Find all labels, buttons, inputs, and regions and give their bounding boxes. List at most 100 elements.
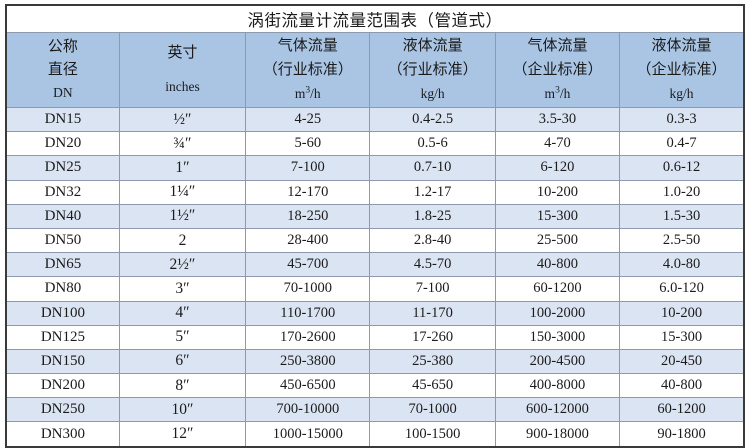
column-header-liquid-flow-enterprise: 液体流量 （企业标准） kg/h xyxy=(619,32,745,108)
header-line-2: （企业标准） xyxy=(512,62,603,79)
table-row: DN125 5″ 170-2600 17-260 150-3000 15-300 xyxy=(5,324,745,350)
header-line-2: （行业标准） xyxy=(262,62,353,79)
cell-gas-industry: 4-25 xyxy=(245,106,371,133)
cell-dn: DN32 xyxy=(5,179,120,205)
cell-liquid-enterprise: 60-1200 xyxy=(619,397,745,423)
cell-gas-industry: 5-60 xyxy=(245,131,371,157)
cell-liquid-industry: 0.4-2.5 xyxy=(369,106,496,133)
cell-inch: ¾″ xyxy=(118,131,247,157)
header-unit: m3/h xyxy=(294,85,321,101)
table-row: DN150 6″ 250-3800 25-380 200-4500 20-450 xyxy=(5,348,745,375)
cell-liquid-enterprise: 40-800 xyxy=(619,373,745,399)
column-header-inches: 英寸 inches xyxy=(118,32,247,108)
cell-gas-enterprise: 25-500 xyxy=(494,227,621,254)
header-unit: m3/h xyxy=(544,85,571,101)
cell-gas-enterprise: 40-800 xyxy=(494,252,621,278)
cell-inch: 12″ xyxy=(118,421,247,448)
cell-liquid-industry: 45-650 xyxy=(369,373,496,399)
cell-liquid-industry: 2.8-40 xyxy=(369,227,496,254)
cell-gas-industry: 110-1700 xyxy=(245,300,371,326)
cell-gas-enterprise: 200-4500 xyxy=(494,348,621,375)
cell-inch: 1½″ xyxy=(118,203,247,229)
cell-dn: DN15 xyxy=(5,106,120,133)
cell-gas-industry: 7-100 xyxy=(245,155,371,181)
column-header-gas-flow-enterprise: 气体流量 （企业标准） m3/h xyxy=(494,32,621,108)
cell-dn: DN80 xyxy=(5,276,120,302)
cell-liquid-industry: 1.8-25 xyxy=(369,203,496,229)
table-row: DN65 2½″ 45-700 4.5-70 40-800 4.0-80 xyxy=(5,252,745,278)
table-row: DN40 1½″ 18-250 1.8-25 15-300 1.5-30 xyxy=(5,203,745,229)
cell-dn: DN300 xyxy=(5,421,120,448)
cell-gas-enterprise: 600-12000 xyxy=(494,397,621,423)
cell-gas-industry: 250-3800 xyxy=(245,348,371,375)
table-body: DN15 ½″ 4-25 0.4-2.5 3.5-30 0.3-3 DN20 ¾″ 5-60 0.… xyxy=(5,106,745,448)
header-line-en: DN xyxy=(53,84,73,100)
cell-liquid-enterprise: 1.5-30 xyxy=(619,203,745,229)
cell-liquid-industry: 25-380 xyxy=(369,348,496,375)
header-line-1: 英寸 xyxy=(167,45,198,62)
cell-liquid-enterprise: 15-300 xyxy=(619,324,745,350)
header-line-1: 气体流量 xyxy=(527,38,588,55)
cell-gas-enterprise: 15-300 xyxy=(494,203,621,229)
cell-dn: DN250 xyxy=(5,397,120,423)
cell-gas-enterprise: 60-1200 xyxy=(494,276,621,302)
table-row: DN80 3″ 70-1000 7-100 60-1200 6.0-120 xyxy=(5,276,745,302)
table-row: DN20 ¾″ 5-60 0.5-6 4-70 0.4-7 xyxy=(5,131,745,157)
cell-dn: DN50 xyxy=(5,227,120,254)
cell-liquid-industry: 17-260 xyxy=(369,324,496,350)
cell-gas-enterprise: 100-2000 xyxy=(494,300,621,326)
header-line-1: 气体流量 xyxy=(277,38,338,55)
cell-gas-industry: 700-10000 xyxy=(245,397,371,423)
cell-liquid-industry: 11-170 xyxy=(369,300,496,326)
cell-liquid-enterprise: 20-450 xyxy=(619,348,745,375)
cell-dn: DN40 xyxy=(5,203,120,229)
cell-inch: 5″ xyxy=(118,324,247,350)
cell-gas-industry: 70-1000 xyxy=(245,276,371,302)
cell-dn: DN65 xyxy=(5,252,120,278)
cell-liquid-enterprise: 4.0-80 xyxy=(619,252,745,278)
cell-gas-enterprise: 150-3000 xyxy=(494,324,621,350)
cell-liquid-industry: 0.7-10 xyxy=(369,155,496,181)
cell-liquid-enterprise: 2.5-50 xyxy=(619,227,745,254)
header-row: 公称 直径 DN 英寸 inches 气体流量 （行业标准） m3/h xyxy=(5,32,745,108)
header-line-en: inches xyxy=(165,79,200,95)
cell-inch: 4″ xyxy=(118,300,247,326)
cell-liquid-industry: 4.5-70 xyxy=(369,252,496,278)
cell-liquid-industry: 0.5-6 xyxy=(369,131,496,157)
page-title: 涡街流量计流量范围表（管道式） xyxy=(5,4,745,33)
table-row: DN200 8″ 450-6500 45-650 400-8000 40-800 xyxy=(5,373,745,399)
cell-liquid-enterprise: 0.6-12 xyxy=(619,155,745,181)
header-line-1: 公称 xyxy=(47,39,78,56)
column-header-liquid-flow-industry: 液体流量 （行业标准） kg/h xyxy=(369,32,496,108)
cell-dn: DN100 xyxy=(5,300,120,326)
column-header-gas-flow-industry: 气体流量 （行业标准） m3/h xyxy=(245,32,371,108)
cell-gas-industry: 45-700 xyxy=(245,252,371,278)
cell-gas-industry: 450-6500 xyxy=(245,373,371,399)
cell-inch: 3″ xyxy=(118,276,247,302)
cell-liquid-industry: 70-1000 xyxy=(369,397,496,423)
table-row: DN250 10″ 700-10000 70-1000 600-12000 60-1200 xyxy=(5,397,745,423)
cell-inch: 2 xyxy=(118,227,247,254)
cell-inch: 8″ xyxy=(118,373,247,399)
header-line-2: 直径 xyxy=(47,62,78,79)
cell-liquid-enterprise: 1.0-20 xyxy=(619,179,745,205)
cell-liquid-enterprise: 0.3-3 xyxy=(619,106,745,133)
table-row: DN50 2 28-400 2.8-40 25-500 2.5-50 xyxy=(5,227,745,254)
cell-liquid-enterprise: 6.0-120 xyxy=(619,276,745,302)
header-unit: kg/h xyxy=(420,85,445,101)
cell-inch: ½″ xyxy=(118,106,247,133)
header-unit: kg/h xyxy=(669,85,694,101)
cell-liquid-industry: 1.2-17 xyxy=(369,179,496,205)
cell-gas-enterprise: 3.5-30 xyxy=(494,106,621,133)
cell-inch: 1¼″ xyxy=(118,179,247,205)
cell-gas-industry: 12-170 xyxy=(245,179,371,205)
cell-gas-industry: 28-400 xyxy=(245,227,371,254)
cell-inch: 6″ xyxy=(118,348,247,375)
cell-dn: DN150 xyxy=(5,348,120,375)
cell-liquid-enterprise: 10-200 xyxy=(619,300,745,326)
table-row: DN15 ½″ 4-25 0.4-2.5 3.5-30 0.3-3 xyxy=(5,106,745,133)
header-line-2: （行业标准） xyxy=(387,62,478,79)
cell-liquid-enterprise: 0.4-7 xyxy=(619,131,745,157)
cell-dn: DN25 xyxy=(5,155,120,181)
